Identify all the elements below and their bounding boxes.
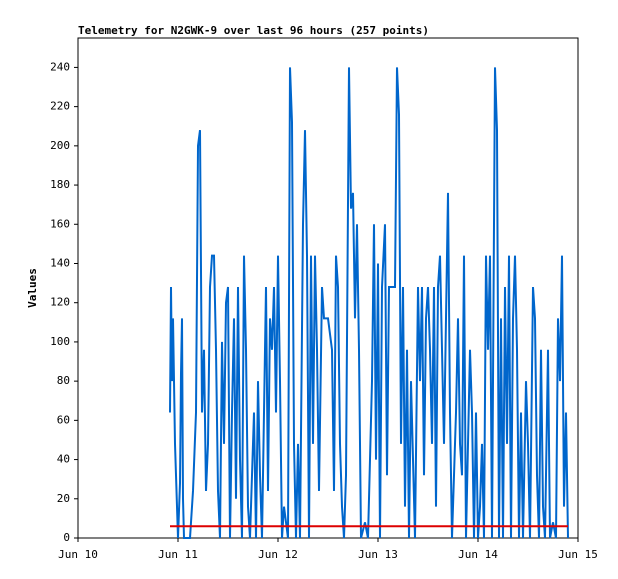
x-tick-label: Jun 15 bbox=[558, 548, 598, 561]
y-tick-label: 60 bbox=[57, 413, 70, 426]
plot-frame bbox=[77, 37, 579, 539]
y-tick-label: 180 bbox=[50, 178, 70, 191]
x-tick-label: Jun 13 bbox=[358, 548, 398, 561]
y-tick-label: 0 bbox=[63, 531, 70, 544]
series-line bbox=[169, 67, 569, 539]
y-tick-label: 240 bbox=[50, 60, 70, 73]
y-axis-label: Values bbox=[26, 268, 39, 308]
y-tick-label: 100 bbox=[50, 335, 70, 348]
y-tick-label: 200 bbox=[50, 139, 70, 152]
y-tick-label: 160 bbox=[50, 217, 70, 230]
x-tick-label: Jun 14 bbox=[458, 548, 498, 561]
x-tick-label: Jun 11 bbox=[158, 548, 198, 561]
y-tick-label: 140 bbox=[50, 256, 70, 269]
x-tick-label: Jun 10 bbox=[58, 548, 98, 561]
y-tick-label: 120 bbox=[50, 296, 70, 309]
y-tick-label: 20 bbox=[57, 492, 70, 505]
y-tick-label: 80 bbox=[57, 374, 70, 387]
chart-title: Telemetry for N2GWK-9 over last 96 hours… bbox=[78, 24, 429, 37]
y-tick-label: 40 bbox=[57, 453, 70, 466]
x-tick-label: Jun 12 bbox=[258, 548, 298, 561]
y-tick-label: 220 bbox=[50, 100, 70, 113]
